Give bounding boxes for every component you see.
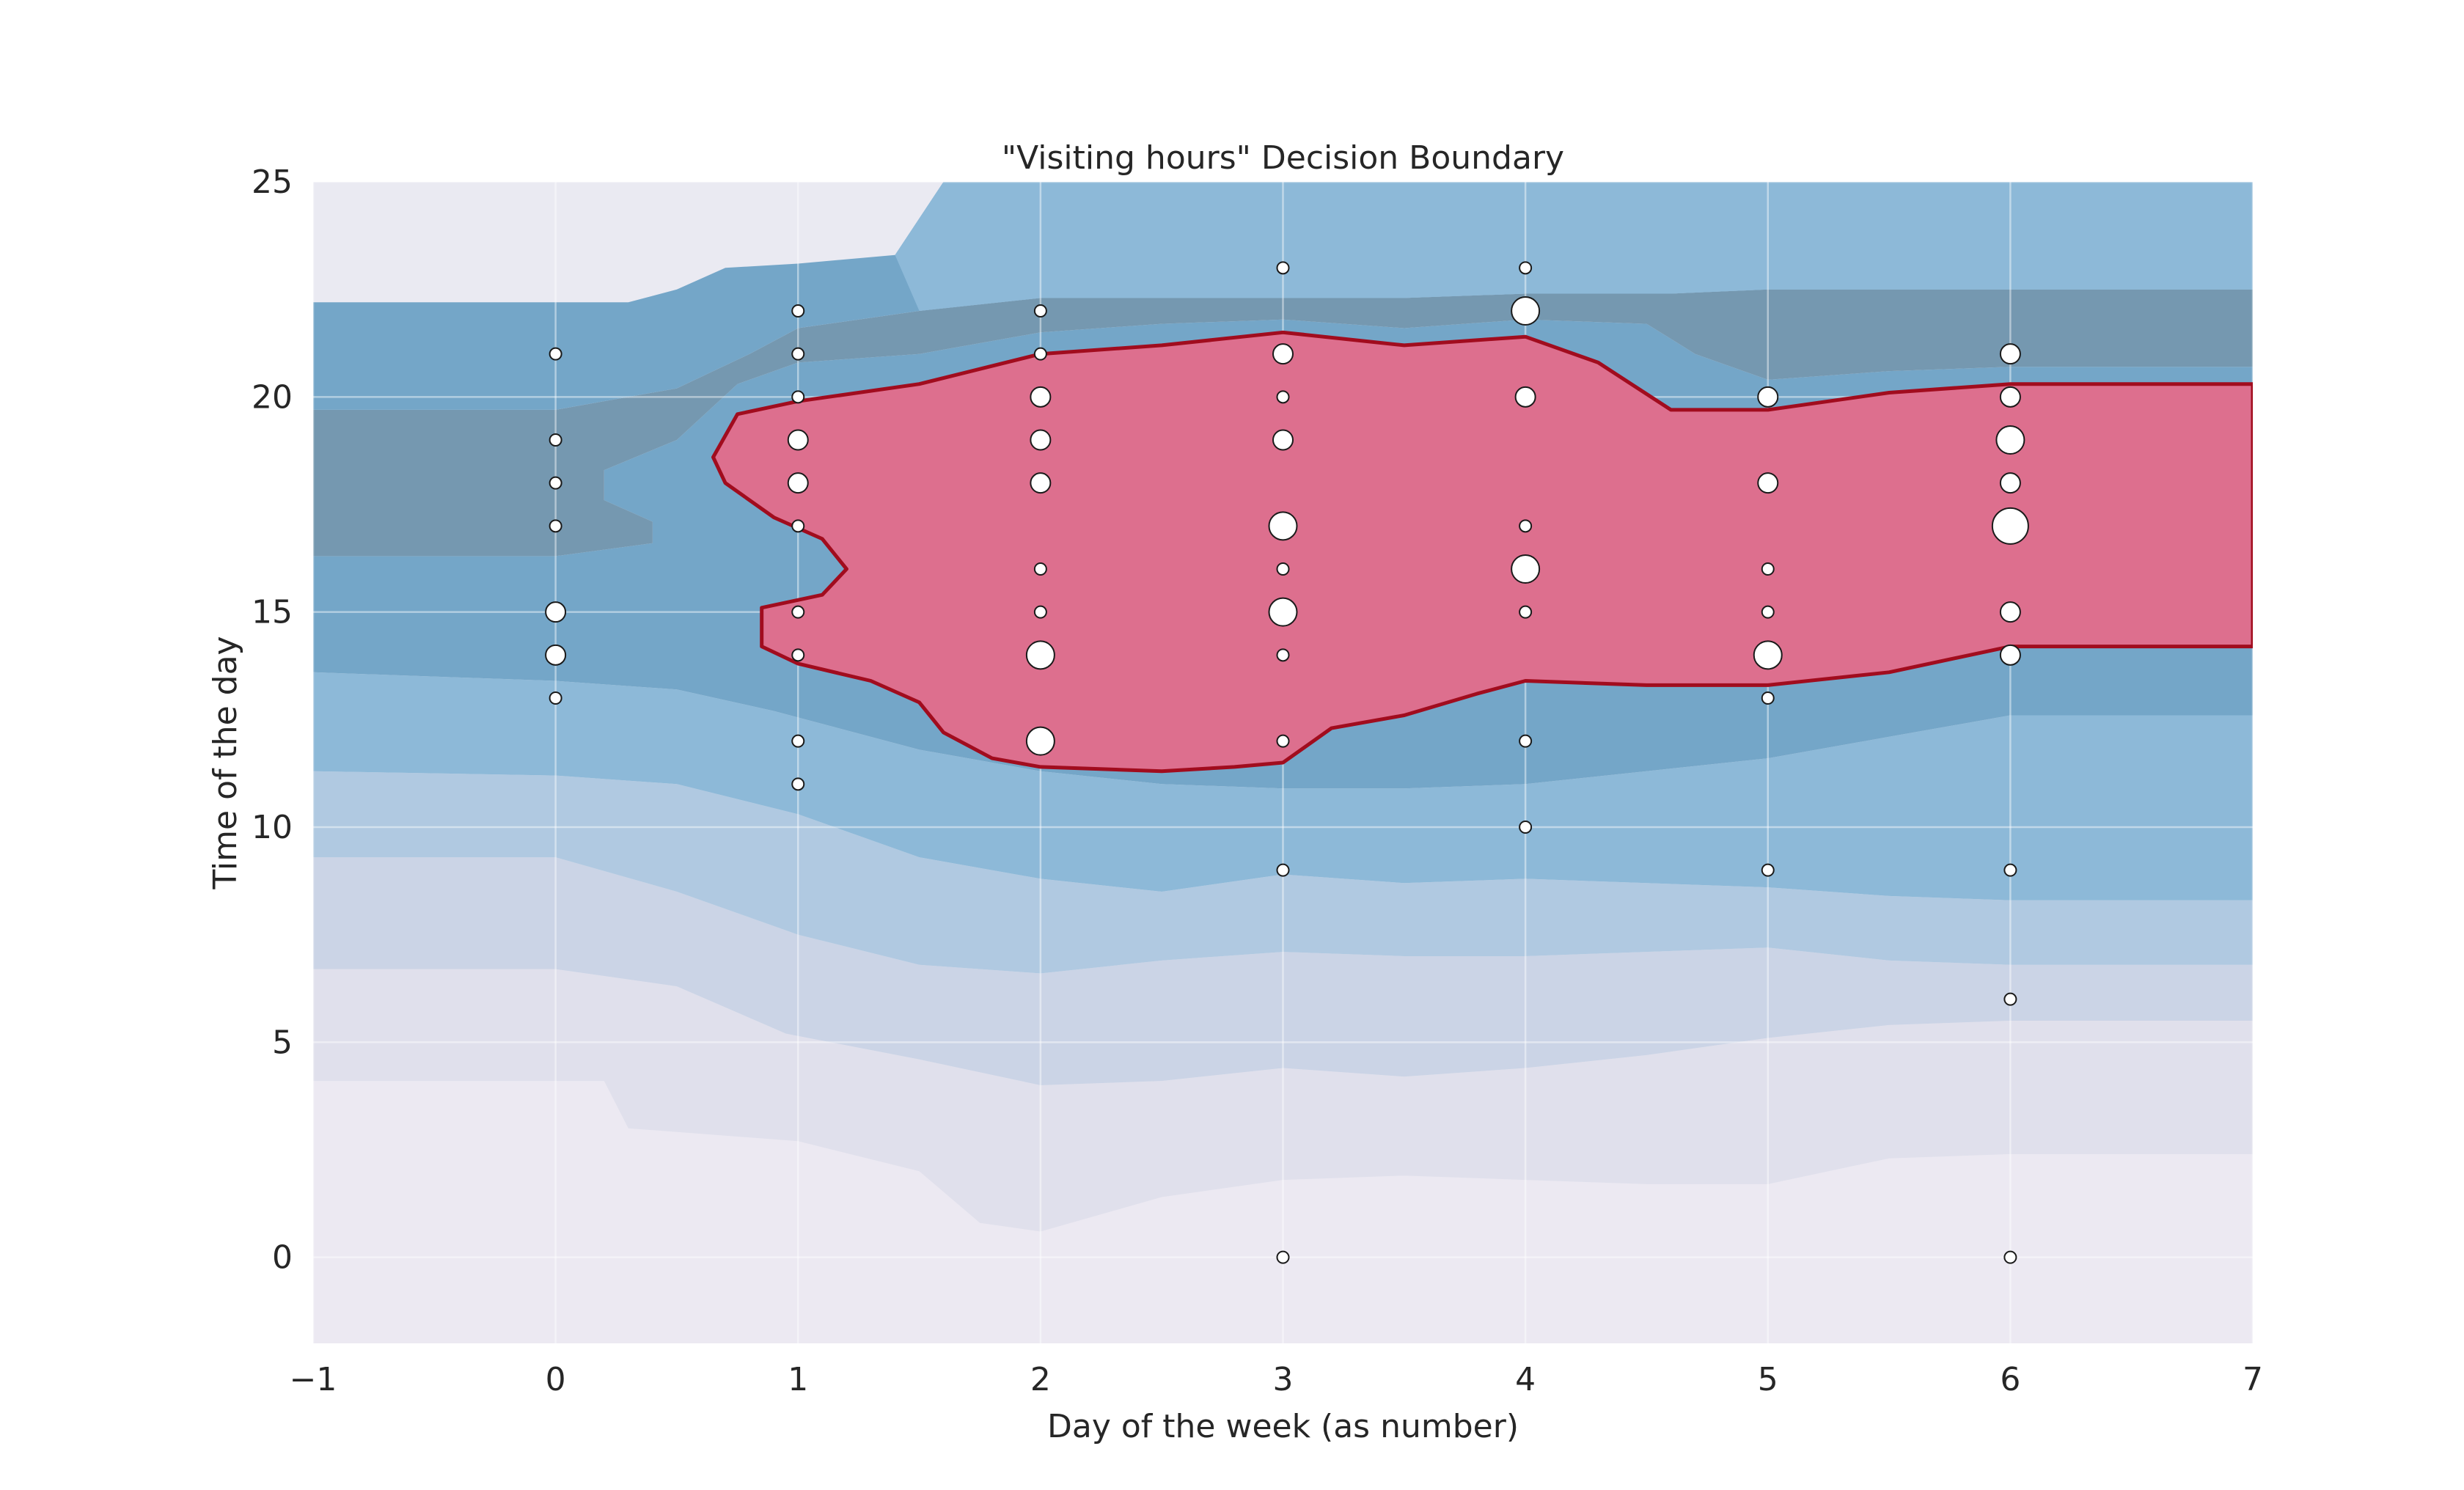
- y-tick-label: 5: [272, 1024, 293, 1061]
- data-point: [791, 605, 805, 619]
- data-point: [1519, 734, 1533, 748]
- data-point: [1268, 511, 1298, 541]
- data-point: [791, 519, 805, 533]
- data-point: [1757, 386, 1779, 408]
- contour-band-3: [313, 857, 2253, 1085]
- data-point: [1025, 640, 1055, 670]
- data-point: [1276, 734, 1290, 748]
- data-point: [2003, 992, 2017, 1006]
- data-point: [1033, 304, 1047, 318]
- data-point: [1514, 386, 1536, 408]
- data-point: [1033, 605, 1047, 619]
- data-point: [1276, 562, 1290, 576]
- data-point: [1761, 562, 1775, 576]
- contour-band-2: [313, 969, 2253, 1232]
- data-point: [1999, 472, 2021, 494]
- data-point: [1272, 343, 1294, 365]
- contour-band-5: [313, 672, 2253, 900]
- decision-region-layer: [711, 330, 2253, 774]
- data-point: [1276, 261, 1290, 275]
- data-point: [1511, 296, 1541, 326]
- data-point: [1519, 519, 1533, 533]
- x-tick-label: 3: [1273, 1361, 1294, 1398]
- x-tick-label: 6: [2000, 1361, 2020, 1398]
- data-point: [545, 601, 567, 623]
- data-point: [1999, 601, 2021, 623]
- x-tick-label: 5: [1758, 1361, 1778, 1398]
- data-point: [1268, 597, 1298, 627]
- data-point: [1511, 554, 1541, 584]
- data-point: [791, 390, 805, 404]
- data-point: [1272, 429, 1294, 451]
- x-tick-label: 7: [2243, 1361, 2263, 1398]
- data-points: [545, 261, 2029, 1264]
- data-point: [1033, 562, 1047, 576]
- data-point: [1519, 605, 1533, 619]
- data-point: [1276, 1250, 1290, 1264]
- data-point: [549, 691, 562, 705]
- data-point: [1030, 472, 1052, 494]
- y-axis-label: Time of the day: [207, 636, 244, 889]
- y-tick-label: 20: [252, 378, 293, 416]
- contour-band-4: [313, 771, 2253, 974]
- data-point: [1999, 386, 2021, 408]
- x-tick-label: 1: [788, 1361, 808, 1398]
- data-point: [1761, 605, 1775, 619]
- data-point: [1519, 821, 1533, 834]
- x-axis-label: Day of the week (as number): [1047, 1408, 1519, 1445]
- data-point: [1519, 261, 1533, 275]
- data-point: [1030, 429, 1052, 451]
- data-point: [1761, 863, 1775, 877]
- data-point: [791, 648, 805, 662]
- x-tick-label: −1: [290, 1361, 337, 1398]
- data-point: [1276, 390, 1290, 404]
- y-tick-labels: 0 5 10 15 20 25: [252, 164, 293, 1277]
- x-tick-label: 2: [1030, 1361, 1051, 1398]
- data-point: [549, 347, 562, 361]
- data-point: [1761, 691, 1775, 705]
- contour-band-1: [313, 1081, 2253, 1343]
- data-point: [1995, 425, 2025, 455]
- chart-title: "Visiting hours" Decision Boundary: [1002, 139, 1564, 177]
- data-point: [549, 476, 562, 490]
- data-point: [1999, 644, 2021, 666]
- data-point: [1991, 507, 2029, 545]
- data-point: [787, 472, 809, 494]
- data-point: [791, 734, 805, 748]
- data-point: [1276, 648, 1290, 662]
- decision-region: [711, 330, 2253, 774]
- x-tick-label: 0: [546, 1361, 566, 1398]
- y-tick-label: 10: [252, 809, 293, 846]
- data-point: [1025, 726, 1055, 756]
- data-point: [1033, 347, 1047, 361]
- data-point: [791, 304, 805, 318]
- y-tick-label: 0: [272, 1239, 293, 1277]
- data-point: [787, 429, 809, 451]
- data-point: [1757, 472, 1779, 494]
- data-point: [2003, 863, 2017, 877]
- data-point: [549, 433, 562, 447]
- data-point: [549, 519, 562, 533]
- data-point: [2003, 1250, 2017, 1264]
- y-tick-label: 25: [252, 164, 293, 201]
- data-point: [1030, 386, 1052, 408]
- data-point: [1276, 863, 1290, 877]
- contour-band-9: [895, 182, 2253, 311]
- data-point: [545, 644, 567, 666]
- x-tick-labels: −1 0 1 2 3 4 5 6 7: [290, 1361, 2263, 1398]
- data-point: [1753, 640, 1783, 670]
- data-point: [791, 347, 805, 361]
- x-tick-label: 4: [1515, 1361, 1536, 1398]
- data-point: [1999, 343, 2021, 365]
- data-point: [791, 777, 805, 791]
- y-tick-label: 15: [252, 594, 293, 631]
